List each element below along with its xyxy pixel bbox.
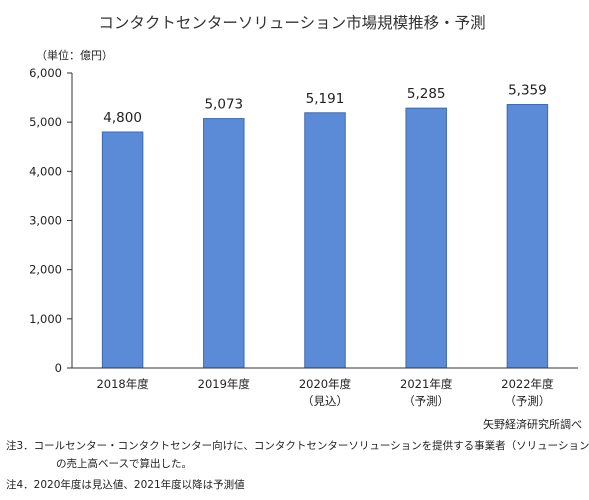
note-line-3: 注4．2020年度は見込値、2021年度以降は予測値 [6,478,245,491]
bar [506,104,549,369]
x-tick-label: 2018年度 [96,377,149,391]
y-tick-label: 4,000 [29,164,62,178]
bar [101,131,144,369]
x-tick-label: 2020年度 [299,377,352,391]
note-line-1: 注3．コールセンター・コンタクトセンター向けに、コンタクトセンターソリューション… [6,439,589,452]
bar [203,118,245,369]
x-tick-label: 2022年度 [501,377,554,391]
y-tick-label: 0 [55,361,62,375]
y-tick-label: 5,000 [29,115,62,129]
note-line-2: の売上高ベースで算出した。 [56,457,192,470]
y-tick-label: 1,000 [29,312,62,326]
bar-value-label: 5,285 [407,86,446,102]
bar [405,107,447,369]
y-tick-label: 2,000 [29,263,62,277]
bar-value-label: 5,073 [204,97,243,113]
chart-title: コンタクトセンターソリューション市場規模推移・予測 [98,14,485,32]
unit-label: （単位：億円） [36,48,113,62]
bar-value-label: 5,191 [306,91,345,107]
y-tick-label: 6,000 [29,66,62,80]
x-tick-label: 2019年度 [198,377,251,391]
x-tick-sublabel: （見込） [302,394,348,408]
x-tick-sublabel: （予測） [504,394,550,408]
bar [304,112,346,369]
x-tick-sublabel: （予測） [403,394,449,408]
plot-area: 0 1,000 2,000 3,000 4,000 5,000 6,000 4,800 2018… [29,66,578,408]
y-tick-label: 3,000 [29,214,62,228]
bar-value-label: 4,800 [103,110,142,126]
bar-value-label: 5,359 [508,83,547,99]
source-label: 矢野経済研究所調べ [483,417,582,431]
x-tick-label: 2021年度 [400,377,453,391]
